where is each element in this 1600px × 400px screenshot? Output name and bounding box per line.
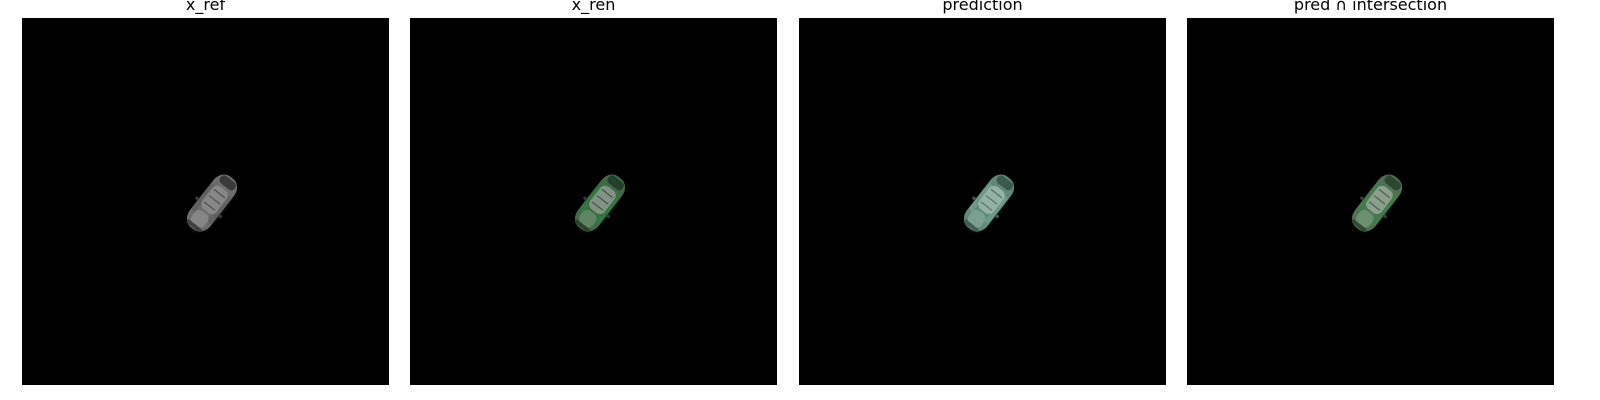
car-rear: [996, 175, 1013, 191]
car-shape: [963, 174, 1015, 233]
car-front-bumper: [186, 219, 202, 233]
car-rear: [219, 175, 236, 191]
panel-title: x_ref: [185, 0, 226, 14]
car-mirror-right: [1382, 214, 1388, 219]
car-front-bumper: [574, 219, 590, 233]
panel-image: [1187, 18, 1554, 385]
car-roof-lines: [1368, 188, 1391, 211]
car-hood: [190, 209, 209, 228]
car-shape: [574, 174, 626, 233]
panel-title: x_ren: [571, 0, 616, 14]
car-image: [963, 174, 1015, 233]
car-hood: [967, 209, 986, 228]
panel-image: [799, 18, 1166, 385]
car-mirror-left: [583, 196, 588, 201]
panel-x-ref: x_ref: [22, 0, 389, 386]
car-hood: [1355, 209, 1374, 228]
car-mirror-right: [217, 214, 223, 219]
panel-title: prediction: [942, 0, 1023, 14]
car-mirror-left: [1360, 196, 1365, 201]
panel-image: [410, 18, 777, 385]
car-side-right: [207, 196, 231, 224]
car-front-bumper: [1351, 219, 1367, 233]
car-roof-lines: [203, 188, 226, 211]
car-image: [1351, 174, 1403, 233]
panel-x-ren: x_ren: [410, 0, 777, 386]
car-side-left: [1357, 183, 1380, 212]
panel-pred-intersection: pred ∩ intersection: [1187, 0, 1554, 386]
panel-title: pred ∩ intersection: [1293, 0, 1448, 14]
car-side-left: [580, 183, 603, 212]
car-side-left: [192, 183, 215, 212]
car-front-bumper: [963, 219, 979, 233]
car-side-right: [595, 196, 619, 224]
car-side-left: [969, 183, 992, 212]
car-rear: [607, 175, 624, 191]
car-image: [186, 174, 238, 233]
car-roof-lines: [591, 188, 614, 211]
panel-image: [22, 18, 389, 385]
panel-prediction: prediction: [799, 0, 1166, 386]
car-mirror-right: [994, 214, 1000, 219]
car-side-right: [984, 196, 1008, 224]
car-roof-lines: [980, 188, 1003, 211]
car-mirror-right: [605, 214, 611, 219]
car-shape: [1351, 174, 1403, 233]
car-image: [574, 174, 626, 233]
car-shape: [186, 174, 238, 233]
car-rear: [1384, 175, 1401, 191]
car-mirror-left: [195, 196, 200, 201]
car-mirror-left: [972, 196, 977, 201]
car-side-right: [1372, 196, 1396, 224]
car-hood: [578, 209, 597, 228]
